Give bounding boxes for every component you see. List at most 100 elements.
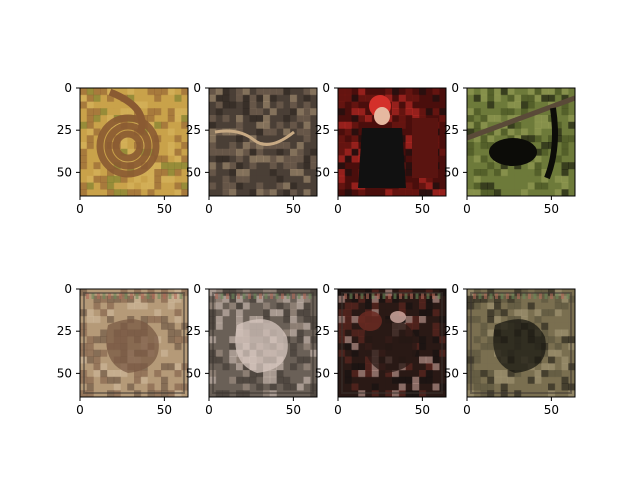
artifact-stripe [303,293,306,299]
artifact-stripe [97,293,100,299]
image-pixel [561,316,569,324]
image-pixel [541,142,549,150]
image-pixel [134,175,142,183]
image-pixel [500,175,508,183]
image-pixel [127,135,135,143]
image-pixel [561,169,569,177]
image-pixel [167,169,175,177]
image-pixel [439,135,446,143]
image-pixel [140,316,148,324]
image-pixel [174,349,182,357]
reconstruction-blob [106,319,159,373]
image-pixel [541,121,549,129]
image-pixel [338,155,346,163]
image-pixel [174,128,182,136]
image-pixel [174,142,182,150]
image-pixel [80,182,88,190]
image-pixel [398,302,406,310]
image-pixel [209,121,217,129]
image-pixel [548,329,556,337]
image-pixel [283,376,291,384]
image-pixel [432,182,440,190]
image-pixel [425,309,433,317]
image-pixel [358,370,366,378]
image-pixel [154,309,162,317]
image-pixel [107,175,115,183]
image-pixel [338,88,346,96]
image-pixel [215,155,223,163]
image-pixel [561,115,569,123]
image-pixel [296,169,304,177]
artifact-stripe [426,293,430,299]
image-pixel [127,302,135,310]
image-pixel [507,295,515,303]
image-pixel [392,121,400,129]
image-pixel [365,383,373,391]
image-pixel [405,363,413,371]
image-pixel [256,148,264,156]
image-pixel [263,128,271,136]
image-pixel [480,189,488,196]
image-pixel [303,316,311,324]
image-pixel [249,128,257,136]
image-pixel [527,316,535,324]
image-pixel [236,108,244,116]
image-pixel [93,356,101,364]
image-pixel [480,135,488,143]
image-pixel [344,295,352,303]
image-pixel [554,343,562,351]
image-pixel [209,162,217,170]
image-pixel [290,175,298,183]
image-pixel [425,88,433,96]
image-pixel [276,376,284,384]
image-pixel [181,135,188,143]
image-pixel [263,121,271,129]
image-pixel [425,108,433,116]
image-pixel [507,108,515,116]
image-pixel [432,376,440,384]
image-pixel [242,135,250,143]
image-pixel [242,295,250,303]
image-pixel [561,329,569,337]
image-pixel [290,316,298,324]
image-pixel [222,189,230,196]
image-pixel [554,115,562,123]
image-pixel [554,316,562,324]
image-pixel [344,175,352,183]
image-pixel [480,115,488,123]
image-pixel [419,349,427,357]
image-pixel [507,121,515,129]
image-pixel [500,302,508,310]
y-tick-label: 25 [315,123,330,137]
image-pixel [242,148,250,156]
image-pixel [86,162,94,170]
image-pixel [263,108,271,116]
y-tick-label: 50 [444,366,459,380]
image-pixel [174,182,182,190]
image-pixel [256,108,264,116]
image-pixel [161,162,169,170]
image-pixel [161,356,169,364]
image-pixel [86,142,94,150]
image-pixel [344,376,352,384]
image-pixel [561,162,569,170]
image-pixel [541,316,549,324]
image-pixel [487,336,495,344]
image-pixel [229,349,237,357]
image-pixel [425,376,433,384]
image-pixel [147,376,155,384]
image-pixel [127,383,135,391]
image-pixel [276,162,284,170]
image-pixel [147,94,155,102]
image-pixel [494,162,502,170]
artifact-stripe [511,293,515,299]
image-pixel [140,370,148,378]
image-pixel [338,101,346,109]
image-pixel [405,162,413,170]
image-pixel [561,356,569,364]
image-pixel [568,108,575,116]
image-pixel [290,336,298,344]
image-pixel [113,101,121,109]
image-pixel [229,336,237,344]
